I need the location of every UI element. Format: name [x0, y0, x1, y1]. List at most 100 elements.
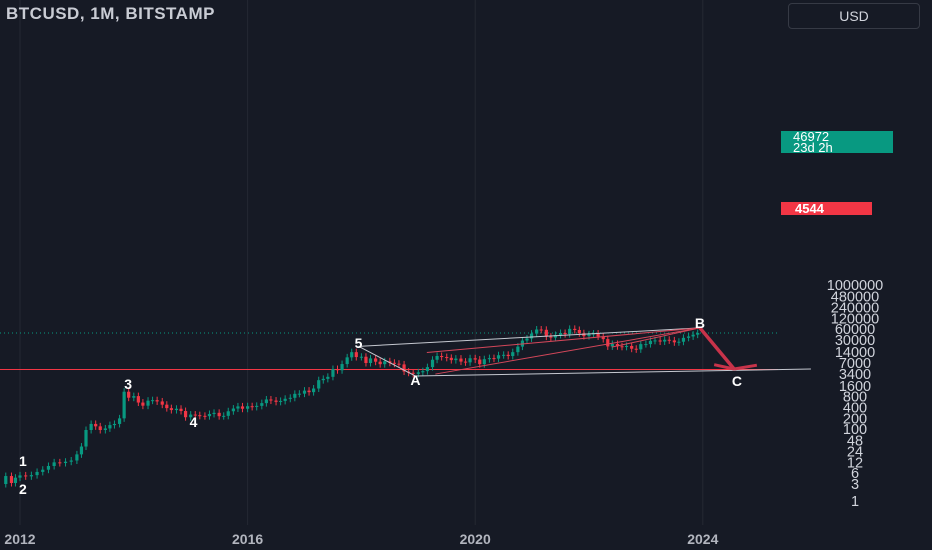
candle-body [41, 469, 45, 472]
projection-arrowhead [733, 363, 758, 371]
candle-body [587, 334, 591, 337]
candle-body [203, 415, 207, 417]
candle-body [122, 391, 126, 419]
candle-body [63, 461, 68, 464]
candle-body [297, 393, 301, 395]
candle-body [529, 333, 534, 339]
candle-body [84, 430, 88, 447]
candle-body [183, 411, 188, 418]
candle-body [207, 413, 212, 417]
y-tick-label: 1600 [839, 379, 871, 395]
wave-drawings [358, 326, 811, 377]
candle-body [117, 418, 122, 424]
candle-body [226, 411, 230, 416]
candle-body [212, 412, 216, 414]
candle-body [112, 423, 117, 426]
candle-body [672, 340, 676, 343]
candle-body [9, 476, 14, 484]
wave-label: 5 [355, 335, 363, 351]
candle-body [198, 415, 202, 417]
candle-body [388, 361, 392, 363]
level-price-tag: 4544 [781, 202, 872, 215]
candle-body [4, 476, 8, 485]
candle-body [435, 355, 439, 360]
y-tick-label: 60000 [835, 322, 875, 338]
candle-body [94, 423, 98, 427]
y-tick-label: 24 [847, 445, 863, 461]
candle-body [601, 336, 605, 340]
y-tick-label: 48 [847, 434, 863, 450]
channel-bottom-line [415, 368, 811, 377]
last-price-value: 46972 [793, 129, 830, 144]
candle-body [46, 466, 51, 470]
candle-body [568, 328, 572, 335]
y-tick-label: 3400 [839, 367, 871, 383]
candle-body [663, 339, 667, 342]
symbol-title[interactable]: BTCUSD, 1M, BITSTAMP [6, 4, 215, 23]
candle-body [563, 332, 567, 335]
candle-body [653, 340, 657, 342]
candle-body [288, 397, 292, 399]
candle-body [667, 339, 671, 341]
candle-body [502, 354, 506, 356]
candle-body [89, 423, 93, 431]
candle-body [312, 388, 316, 393]
channel-left-line [358, 345, 416, 377]
candle-body [677, 341, 681, 343]
candle-body [246, 406, 250, 409]
wave-label: 4 [190, 414, 198, 430]
candle-body [331, 369, 335, 377]
candle-body [350, 352, 354, 358]
candle-body [487, 358, 492, 360]
candle-body [634, 348, 638, 350]
candle-body [378, 361, 382, 365]
candle-body [535, 329, 539, 334]
candle-body [374, 358, 378, 362]
candle-body [240, 406, 245, 409]
candle-body [492, 358, 496, 360]
candle-body [482, 359, 486, 365]
y-tick-label: 1000000 [827, 278, 883, 294]
candle-body [264, 399, 268, 404]
candle-body [155, 400, 159, 402]
candle-body [359, 356, 363, 358]
x-tick-label: 2012 [4, 531, 35, 547]
currency-button[interactable]: USD [788, 3, 920, 29]
candle-body [539, 329, 543, 331]
candle-body [558, 332, 563, 335]
candle-body [307, 390, 311, 393]
candle-body [293, 393, 297, 398]
candle-body [383, 361, 387, 365]
y-tick-label: 12 [847, 455, 863, 471]
y-tick-label: 100 [843, 422, 867, 438]
candle-body [302, 390, 307, 394]
candle-body [459, 358, 463, 362]
candle-body [596, 333, 600, 337]
candle-body [231, 408, 235, 412]
candle-body [516, 346, 520, 353]
candle-body [525, 338, 529, 341]
y-axis: 1000000480000240000120000600003000014000… [827, 278, 883, 510]
candle-body [630, 345, 634, 349]
candle-body [397, 363, 401, 365]
candle-body [615, 343, 620, 347]
x-tick-label: 2020 [460, 531, 491, 547]
candle-body [18, 475, 22, 478]
candle-body [141, 402, 145, 406]
candle-body [686, 336, 691, 338]
candle-body [577, 329, 581, 334]
inner-wave-line [426, 327, 700, 354]
candle-body [544, 329, 548, 337]
candle-body [421, 371, 425, 373]
grid-lines [19, 0, 704, 525]
candle-body [340, 364, 344, 371]
candle-body [150, 400, 155, 402]
candle-body [691, 334, 695, 337]
candle-body [217, 412, 221, 417]
candle-body [606, 339, 610, 347]
y-tick-label: 7000 [839, 356, 871, 372]
candle-body [411, 372, 415, 374]
candle-body [24, 475, 28, 477]
candle-body [573, 328, 577, 330]
